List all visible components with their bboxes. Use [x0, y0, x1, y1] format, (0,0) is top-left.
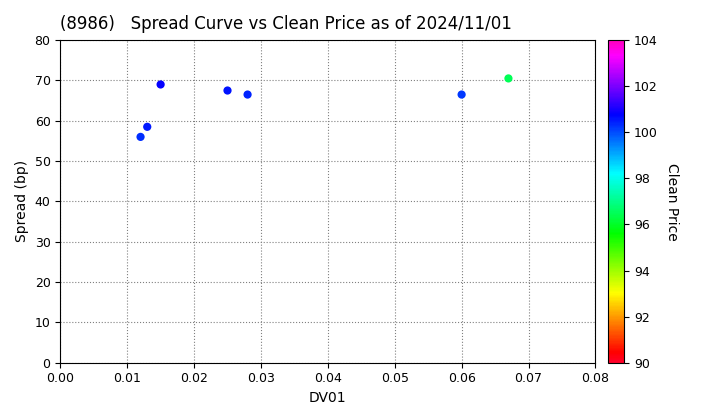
Point [222, 87, 233, 94]
Text: (8986)   Spread Curve vs Clean Price as of 2024/11/01: (8986) Spread Curve vs Clean Price as of… [60, 15, 512, 33]
Point [155, 81, 166, 88]
Point [135, 134, 146, 140]
Y-axis label: Spread (bp): Spread (bp) [15, 160, 29, 242]
Y-axis label: Clean Price: Clean Price [665, 163, 679, 240]
Point [503, 75, 514, 82]
X-axis label: DV01: DV01 [309, 391, 346, 405]
Point [242, 91, 253, 98]
Point [141, 123, 153, 130]
Point [456, 91, 467, 98]
